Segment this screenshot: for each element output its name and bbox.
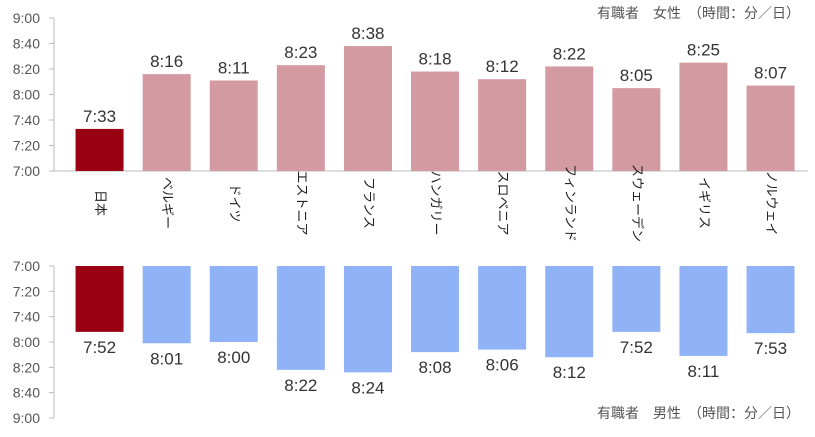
- male-bar: [478, 266, 527, 350]
- male-bar: [276, 266, 325, 370]
- male-value-label: 8:11: [688, 362, 720, 381]
- category-labels: 日本 ベルギー ドイツ エストニア フランス ハンガリー スロベニア フィンランド スウェーデン…: [92, 164, 778, 242]
- male-bar: [679, 266, 728, 356]
- category-label: フランス: [360, 177, 375, 229]
- male-panel: 有職者 男性 （時間：分／日） 7:00 7:20 7:40 8:00 8:20 8:40…: [13, 258, 800, 426]
- female-bar: [612, 88, 661, 171]
- male-ytick-label: 8:40: [13, 385, 40, 401]
- female-bar: [478, 79, 527, 171]
- male-value-label: 8:24: [351, 378, 384, 397]
- female-value-label: 8:12: [486, 57, 519, 76]
- category-label: ハンガリー: [428, 170, 443, 235]
- female-value-label: 8:25: [687, 41, 720, 60]
- female-value-label: 8:05: [620, 66, 653, 85]
- male-bar: [209, 266, 258, 342]
- male-value-label: 7:52: [620, 338, 653, 357]
- male-value-label: 8:08: [419, 358, 452, 377]
- male-bar: [75, 266, 124, 332]
- male-bar: [545, 266, 594, 358]
- male-bar: [411, 266, 460, 353]
- male-ytick-label: 9:00: [13, 410, 40, 426]
- male-value-label: 7:52: [83, 338, 116, 357]
- category-label: ノルウェイ: [763, 170, 778, 235]
- female-ytick-label: 7:20: [13, 138, 40, 154]
- female-ytick-label: 8:00: [13, 87, 40, 103]
- male-value-label: 8:06: [486, 356, 519, 375]
- category-label: フィンランド: [562, 164, 577, 242]
- female-y-ticks: 7:00 7:20 7:40 8:00 8:20 8:40 9:00: [13, 10, 54, 179]
- female-value-label: 8:11: [218, 58, 250, 77]
- female-bar: [142, 74, 191, 171]
- category-label: スウェーデン: [629, 164, 645, 242]
- female-value-label: 8:07: [754, 64, 787, 83]
- male-value-label: 8:00: [217, 348, 250, 367]
- female-panel: 有職者 女性 （時間：分／日） 7:00 7:20 7:40 8:00 8:20 8:40…: [13, 5, 808, 179]
- male-bar: [343, 266, 392, 373]
- category-label: イギリス: [696, 177, 711, 229]
- female-bar: [75, 128, 124, 171]
- female-bar: [343, 46, 392, 171]
- male-bar: [142, 266, 191, 344]
- female-value-label: 8:23: [284, 43, 317, 62]
- female-value-label: 8:22: [553, 44, 586, 63]
- male-ytick-label: 8:00: [13, 334, 40, 350]
- female-bars: 7:33 8:16 8:11 8:23 8:38 8:18 8:12 8:22 8:05 8:25…: [75, 24, 795, 171]
- male-chart-title: 有職者 男性 （時間：分／日）: [597, 406, 800, 422]
- male-bar: [746, 266, 795, 334]
- male-bars: 7:52 8:01 8:00 8:22 8:24 8:08 8:06 8:12 7:52 8:11…: [75, 266, 795, 397]
- category-label: エストニア: [293, 170, 308, 235]
- category-label: ベルギー: [159, 177, 174, 229]
- female-ytick-label: 8:40: [13, 36, 40, 52]
- category-label: スロベニア: [495, 170, 510, 235]
- female-ytick-label: 7:00: [13, 163, 40, 179]
- male-y-ticks: 7:00 7:20 7:40 8:00 8:20 8:40 9:00: [13, 258, 54, 426]
- male-ytick-label: 7:00: [13, 258, 40, 274]
- female-bar: [679, 62, 728, 171]
- female-bar: [746, 85, 795, 171]
- category-label: 日本: [92, 190, 107, 216]
- female-ytick-label: 8:20: [13, 61, 40, 77]
- female-chart-title: 有職者 女性 （時間：分／日）: [597, 5, 800, 22]
- female-value-label: 8:16: [150, 52, 183, 71]
- female-ytick-label: 9:00: [13, 10, 40, 26]
- female-bar: [411, 71, 460, 171]
- female-ytick-label: 7:40: [13, 112, 40, 128]
- male-value-label: 8:22: [284, 376, 317, 395]
- female-value-label: 7:33: [83, 107, 116, 126]
- male-ytick-label: 7:20: [13, 283, 40, 299]
- male-value-label: 8:01: [150, 349, 183, 368]
- female-value-label: 8:38: [351, 24, 384, 43]
- category-label: ドイツ: [226, 183, 241, 222]
- female-bar: [209, 80, 258, 171]
- male-value-label: 8:12: [553, 363, 586, 382]
- male-ytick-label: 7:40: [13, 309, 40, 325]
- female-bar: [276, 65, 325, 171]
- female-bar: [545, 66, 594, 171]
- male-ytick-label: 8:20: [13, 359, 40, 375]
- male-bar: [612, 266, 661, 332]
- female-value-label: 8:18: [419, 50, 452, 69]
- male-value-label: 7:53: [754, 339, 787, 358]
